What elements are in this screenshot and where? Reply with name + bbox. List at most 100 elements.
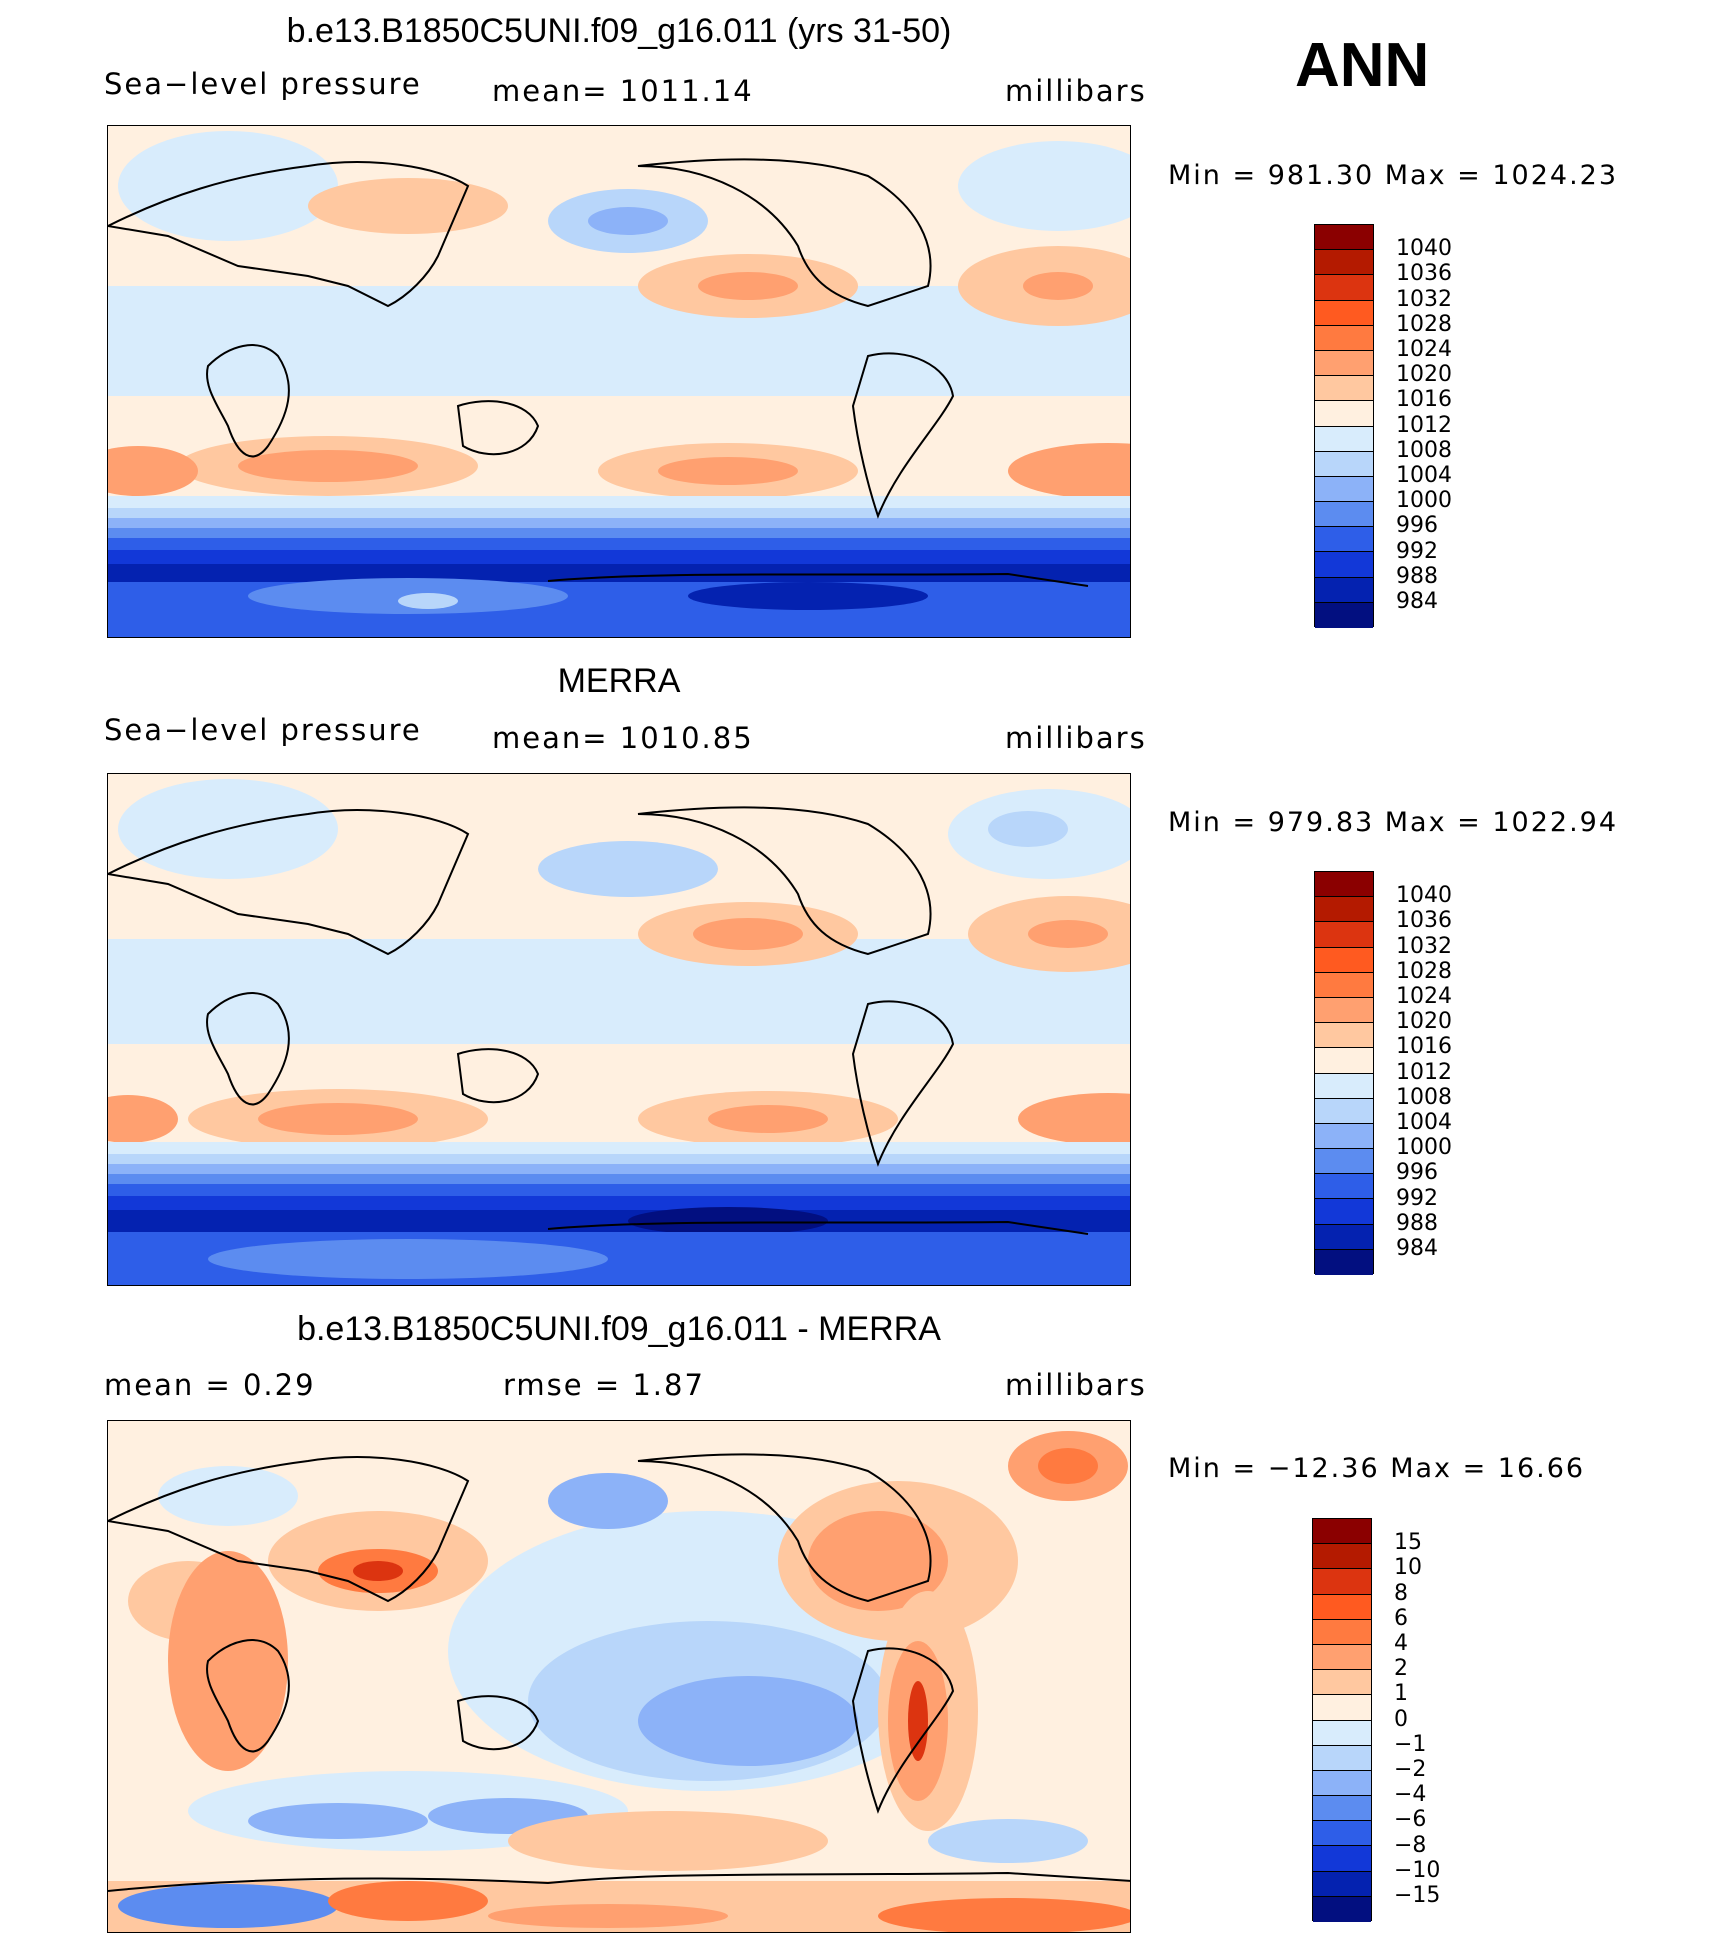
- colorbar-tick-label: 10: [1394, 1555, 1422, 1581]
- colorbar-swatch: [1315, 552, 1373, 578]
- colorbar-tick-label: −10: [1394, 1857, 1441, 1883]
- colorbar-tick-label: 1036: [1396, 908, 1452, 934]
- panel-3-mean-label: mean = 0.29: [104, 1368, 316, 1402]
- colorbar-swatch: [1313, 1644, 1371, 1671]
- colorbar-tick-label: 1032: [1396, 286, 1452, 312]
- colorbar-swatch: [1315, 1249, 1373, 1275]
- colorbar-swatch: [1315, 947, 1373, 973]
- colorbar-swatch: [1315, 325, 1373, 351]
- colorbar-tick-label: 1020: [1396, 1009, 1452, 1035]
- colorbar-tick-label: 1004: [1396, 463, 1452, 488]
- panel-2-units-label: millibars: [1005, 721, 1147, 755]
- colorbar-swatch: [1313, 1594, 1371, 1620]
- colorbar-tick-label: 1008: [1396, 437, 1452, 463]
- colorbar-swatch: [1313, 1796, 1371, 1822]
- colorbar-swatch: [1313, 1821, 1371, 1847]
- colorbar-swatch: [1315, 1149, 1373, 1175]
- colorbar-tick-label: 1028: [1396, 958, 1452, 984]
- panel-1-map: [107, 125, 1131, 638]
- colorbar-tick-label: 1008: [1396, 1084, 1452, 1110]
- panel-3-rmse-label: rmse = 1.87: [503, 1368, 705, 1402]
- panel-2-mean-label: mean= 1010.85: [492, 721, 754, 755]
- colorbar-swatch: [1315, 476, 1373, 503]
- colorbar-swatch: [1313, 1519, 1371, 1545]
- colorbar-swatch: [1313, 1770, 1371, 1797]
- colorbar-tick-label: −4: [1394, 1782, 1427, 1808]
- colorbar-swatch: [1315, 1023, 1373, 1049]
- colorbar-swatches: [1314, 224, 1374, 628]
- colorbar-tick-label: 1012: [1396, 412, 1452, 438]
- colorbar-tick-label: −2: [1394, 1757, 1427, 1782]
- colorbar-tick-label: 8: [1394, 1580, 1408, 1606]
- colorbar-swatch: [1315, 225, 1373, 251]
- panel-2-title: MERRA: [557, 662, 681, 700]
- colorbar-tick-label: −6: [1394, 1807, 1427, 1833]
- colorbar-tick-label: −8: [1394, 1832, 1427, 1858]
- colorbar-swatch: [1313, 1896, 1371, 1922]
- colorbar-tick-label: 984: [1396, 1236, 1438, 1261]
- colorbar-tick-label: 1004: [1396, 1110, 1452, 1135]
- colorbar-tick-label: 1000: [1396, 488, 1452, 514]
- panel-3-minmax: Min = −12.36 Max = 16.66: [1168, 1453, 1586, 1484]
- colorbar-tick-label: 1020: [1396, 362, 1452, 388]
- colorbar-swatch: [1315, 1123, 1373, 1150]
- colorbar-swatch: [1315, 577, 1373, 603]
- colorbar-tick-label: 1024: [1396, 337, 1452, 362]
- colorbar-swatches: [1312, 1518, 1372, 1922]
- panel-1-units-label: millibars: [1005, 74, 1147, 108]
- colorbar-tick-label: 996: [1396, 513, 1438, 539]
- colorbar-tick-label: 1032: [1396, 933, 1452, 959]
- panel-3-title: b.e13.B1850C5UNI.f09_g16.011 - MERRA: [297, 1310, 941, 1348]
- colorbar-swatches: [1314, 871, 1374, 1275]
- panel-1-title: b.e13.B1850C5UNI.f09_g16.011 (yrs 31-50): [286, 12, 952, 50]
- colorbar-swatch: [1315, 376, 1373, 402]
- colorbar-tick-label: 1000: [1396, 1135, 1452, 1161]
- colorbar-tick-label: −1: [1394, 1731, 1427, 1757]
- colorbar-tick-label: 4: [1394, 1631, 1408, 1656]
- colorbar-tick-label: 1028: [1396, 311, 1452, 337]
- colorbar-swatch: [1315, 1199, 1373, 1225]
- colorbar-tick-label: 2: [1394, 1656, 1408, 1682]
- colorbar-tick-label: 1040: [1396, 883, 1452, 909]
- colorbar-tick-label: 996: [1396, 1160, 1438, 1186]
- colorbar-swatch: [1315, 1098, 1373, 1124]
- panel-3-units-label: millibars: [1005, 1368, 1147, 1402]
- colorbar-tick-label: 1: [1394, 1681, 1408, 1707]
- colorbar-swatch: [1315, 1224, 1373, 1250]
- colorbar-swatch: [1313, 1619, 1371, 1645]
- colorbar-swatch: [1313, 1745, 1371, 1771]
- colorbar-swatch: [1313, 1846, 1371, 1872]
- colorbar-swatch: [1313, 1569, 1371, 1595]
- colorbar-swatch: [1315, 897, 1373, 923]
- colorbar-swatch: [1315, 527, 1373, 553]
- colorbar-swatch: [1313, 1670, 1371, 1696]
- colorbar-tick-label: 1016: [1396, 387, 1452, 413]
- panel-1-mean-label: mean= 1011.14: [492, 74, 754, 108]
- colorbar-swatch: [1315, 502, 1373, 528]
- colorbar-tick-label: 1036: [1396, 261, 1452, 287]
- panel-1-minmax: Min = 981.30 Max = 1024.23: [1168, 160, 1619, 191]
- panel-1-variable-label: Sea−level pressure: [104, 67, 422, 101]
- colorbar-tick-label: 1016: [1396, 1034, 1452, 1060]
- colorbar-tick-label: 992: [1396, 538, 1438, 564]
- colorbar-tick-label: 984: [1396, 589, 1438, 614]
- colorbar-tick-label: 1040: [1396, 236, 1452, 262]
- colorbar-tick-label: 1012: [1396, 1059, 1452, 1085]
- colorbar-swatch: [1315, 1048, 1373, 1074]
- colorbar-swatch: [1315, 250, 1373, 276]
- colorbar-swatch: [1315, 401, 1373, 427]
- colorbar-swatch: [1315, 972, 1373, 998]
- colorbar-tick-label: 992: [1396, 1185, 1438, 1211]
- colorbar-swatch: [1315, 872, 1373, 898]
- colorbar-swatch: [1315, 451, 1373, 477]
- season-label: ANN: [1295, 31, 1430, 100]
- colorbar-tick-label: 988: [1396, 563, 1438, 589]
- colorbar-swatch: [1313, 1544, 1371, 1570]
- colorbar-swatch: [1315, 922, 1373, 948]
- panel-3-map: [107, 1420, 1131, 1933]
- colorbar-swatch: [1315, 300, 1373, 326]
- colorbar-tick-label: 15: [1394, 1530, 1422, 1556]
- colorbar-swatch: [1315, 997, 1373, 1024]
- colorbar-swatch: [1315, 426, 1373, 452]
- colorbar-tick-label: 0: [1394, 1706, 1408, 1732]
